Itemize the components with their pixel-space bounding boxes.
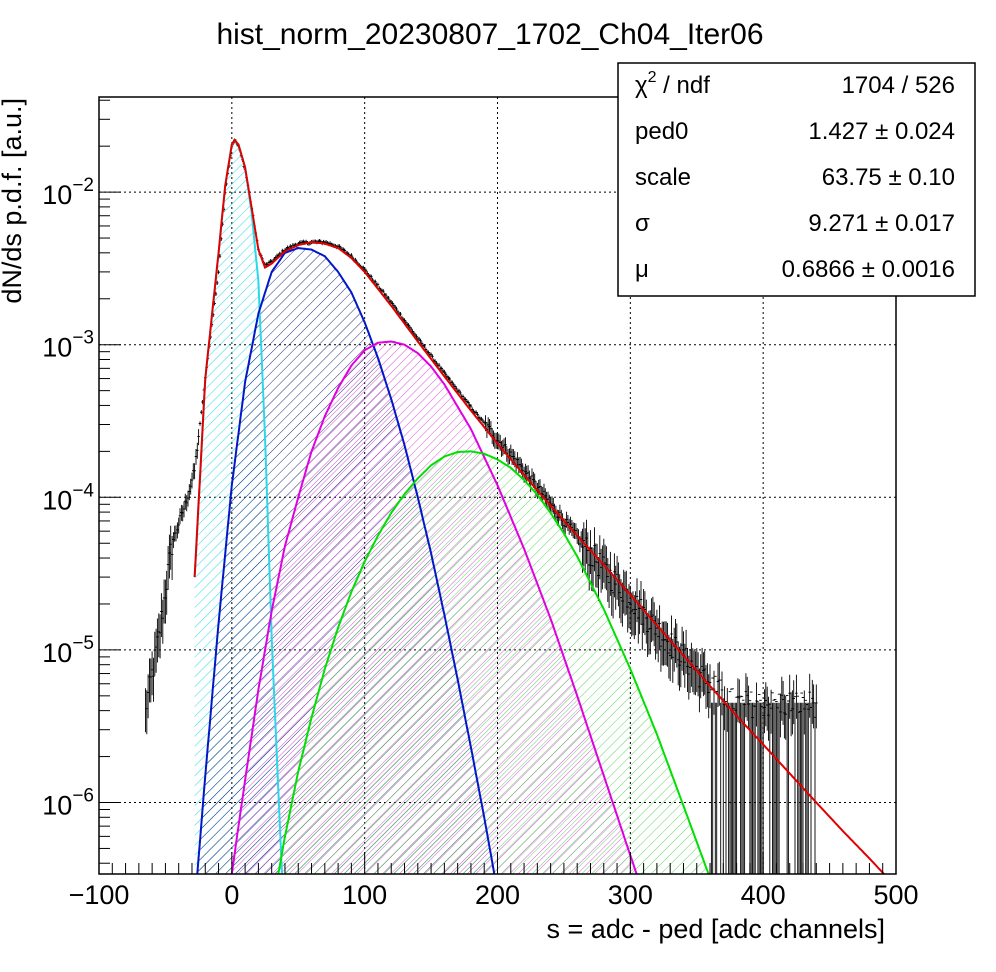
stats-value: 1704 / 526 (842, 72, 955, 99)
fit-curve (193, 138, 886, 874)
stats-label: χ2 / ndf (635, 69, 710, 99)
component-curve-green (277, 450, 710, 874)
x-tick-label: 200 (475, 880, 520, 910)
x-tick-label: −100 (69, 880, 130, 910)
y-tick-label: 10−6 (42, 786, 94, 821)
x-tick-label: 500 (873, 880, 918, 910)
x-tick-label: 100 (342, 880, 387, 910)
component-curve-magenta (230, 340, 638, 874)
y-axis-label: dN/ds p.d.f. [a.u.] (0, 98, 27, 304)
y-tick-labels: 10−6 10−5 10−4 10−3 10−2 (42, 175, 94, 820)
component-curve-navy (196, 246, 496, 874)
stats-box-frame (617, 62, 976, 297)
y-tick-label: 10−3 (42, 328, 94, 363)
stats-label: scale (635, 164, 691, 191)
stats-label: σ (635, 210, 650, 237)
y-tick-label: 10−5 (42, 633, 94, 668)
stats-label: μ (635, 256, 649, 283)
component-fills (194, 139, 764, 874)
stats-value: 9.271 ± 0.017 (808, 210, 955, 237)
stats-value: 0.6866 ± 0.0016 (782, 256, 955, 283)
histogram-bars (145, 138, 818, 874)
stats-value: 63.75 ± 0.10 (822, 164, 955, 191)
x-tick-label: 300 (608, 880, 653, 910)
histogram (145, 138, 818, 874)
stats-label: ped0 (635, 118, 688, 145)
x-axis-label: s = adc - ped [adc channels] (547, 914, 885, 944)
x-tick-labels: −100 0 100 200 300 400 500 (69, 880, 919, 910)
y-tick-label: 10−4 (42, 480, 94, 515)
x-tick-label: 400 (741, 880, 786, 910)
x-tick-label: 0 (224, 880, 239, 910)
chart-title: hist_norm_20230807_1702_Ch04_Iter06 (216, 18, 763, 51)
fit-curves (193, 138, 886, 874)
plot-area (145, 138, 886, 874)
axis-ticks (98, 99, 897, 874)
y-tick-label: 10−2 (42, 175, 94, 210)
component-fill-green (278, 451, 764, 874)
stats-value: 1.427 ± 0.024 (808, 118, 955, 145)
stats-box: χ2 / ndf 1704 / 526 ped0 1.427 ± 0.024 scale… (617, 62, 976, 297)
